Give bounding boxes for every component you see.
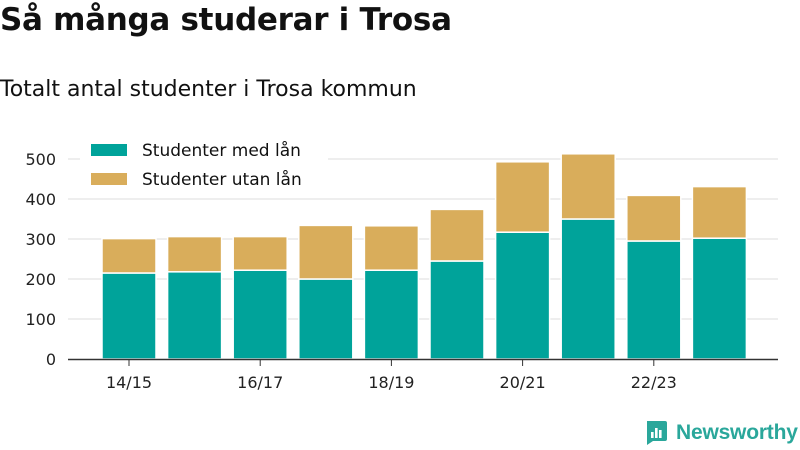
x-tick-label: 14/15 xyxy=(106,373,152,392)
bar-med-lan-7 xyxy=(560,218,616,360)
y-tick-label: 500 xyxy=(25,150,56,169)
bar-utan-lan-0 xyxy=(101,237,157,274)
bar-utan-lan-7 xyxy=(560,153,616,220)
y-tick-label: 200 xyxy=(25,270,56,289)
bar-med-lan-3 xyxy=(298,278,354,360)
bar-utan-lan-4 xyxy=(363,225,420,271)
y-tick-label: 300 xyxy=(25,230,56,249)
bar-utan-lan-5 xyxy=(429,208,485,262)
x-tick-label: 22/23 xyxy=(631,373,677,392)
x-tick-label: 18/19 xyxy=(368,373,414,392)
bar-med-lan-0 xyxy=(101,272,157,360)
newsworthy-logo-icon xyxy=(647,421,667,445)
bar-med-lan-6 xyxy=(494,231,551,360)
bar-med-lan-9 xyxy=(691,237,748,360)
y-tick-label: 400 xyxy=(25,190,56,209)
legend-swatch xyxy=(91,173,127,185)
brand-logo: Newsworthy xyxy=(644,420,798,446)
brand-name: Newsworthy xyxy=(676,421,798,444)
bar-utan-lan-9 xyxy=(691,185,748,239)
legend-label: Studenter med lån xyxy=(142,140,301,161)
bar-utan-lan-6 xyxy=(494,161,551,233)
x-tick-label: 20/21 xyxy=(500,373,546,392)
y-tick-label: 0 xyxy=(46,350,56,369)
y-tick-label: 100 xyxy=(25,310,56,329)
bar-med-lan-8 xyxy=(626,240,682,360)
legend-swatch xyxy=(91,144,127,156)
bar-utan-lan-3 xyxy=(298,224,354,280)
x-tick-label: 16/17 xyxy=(237,373,283,392)
chart-subtitle: Totalt antal studenter i Trosa kommun xyxy=(0,77,417,102)
bar-med-lan-2 xyxy=(232,269,288,360)
chart-title: Så många studerar i Trosa xyxy=(0,2,452,38)
bar-utan-lan-1 xyxy=(166,235,223,273)
bar-med-lan-1 xyxy=(166,271,223,360)
bar-med-lan-5 xyxy=(429,260,485,360)
bar-utan-lan-2 xyxy=(232,235,288,271)
bar-med-lan-4 xyxy=(363,269,420,360)
legend-label: Studenter utan lån xyxy=(142,169,302,190)
bar-utan-lan-8 xyxy=(626,194,682,242)
